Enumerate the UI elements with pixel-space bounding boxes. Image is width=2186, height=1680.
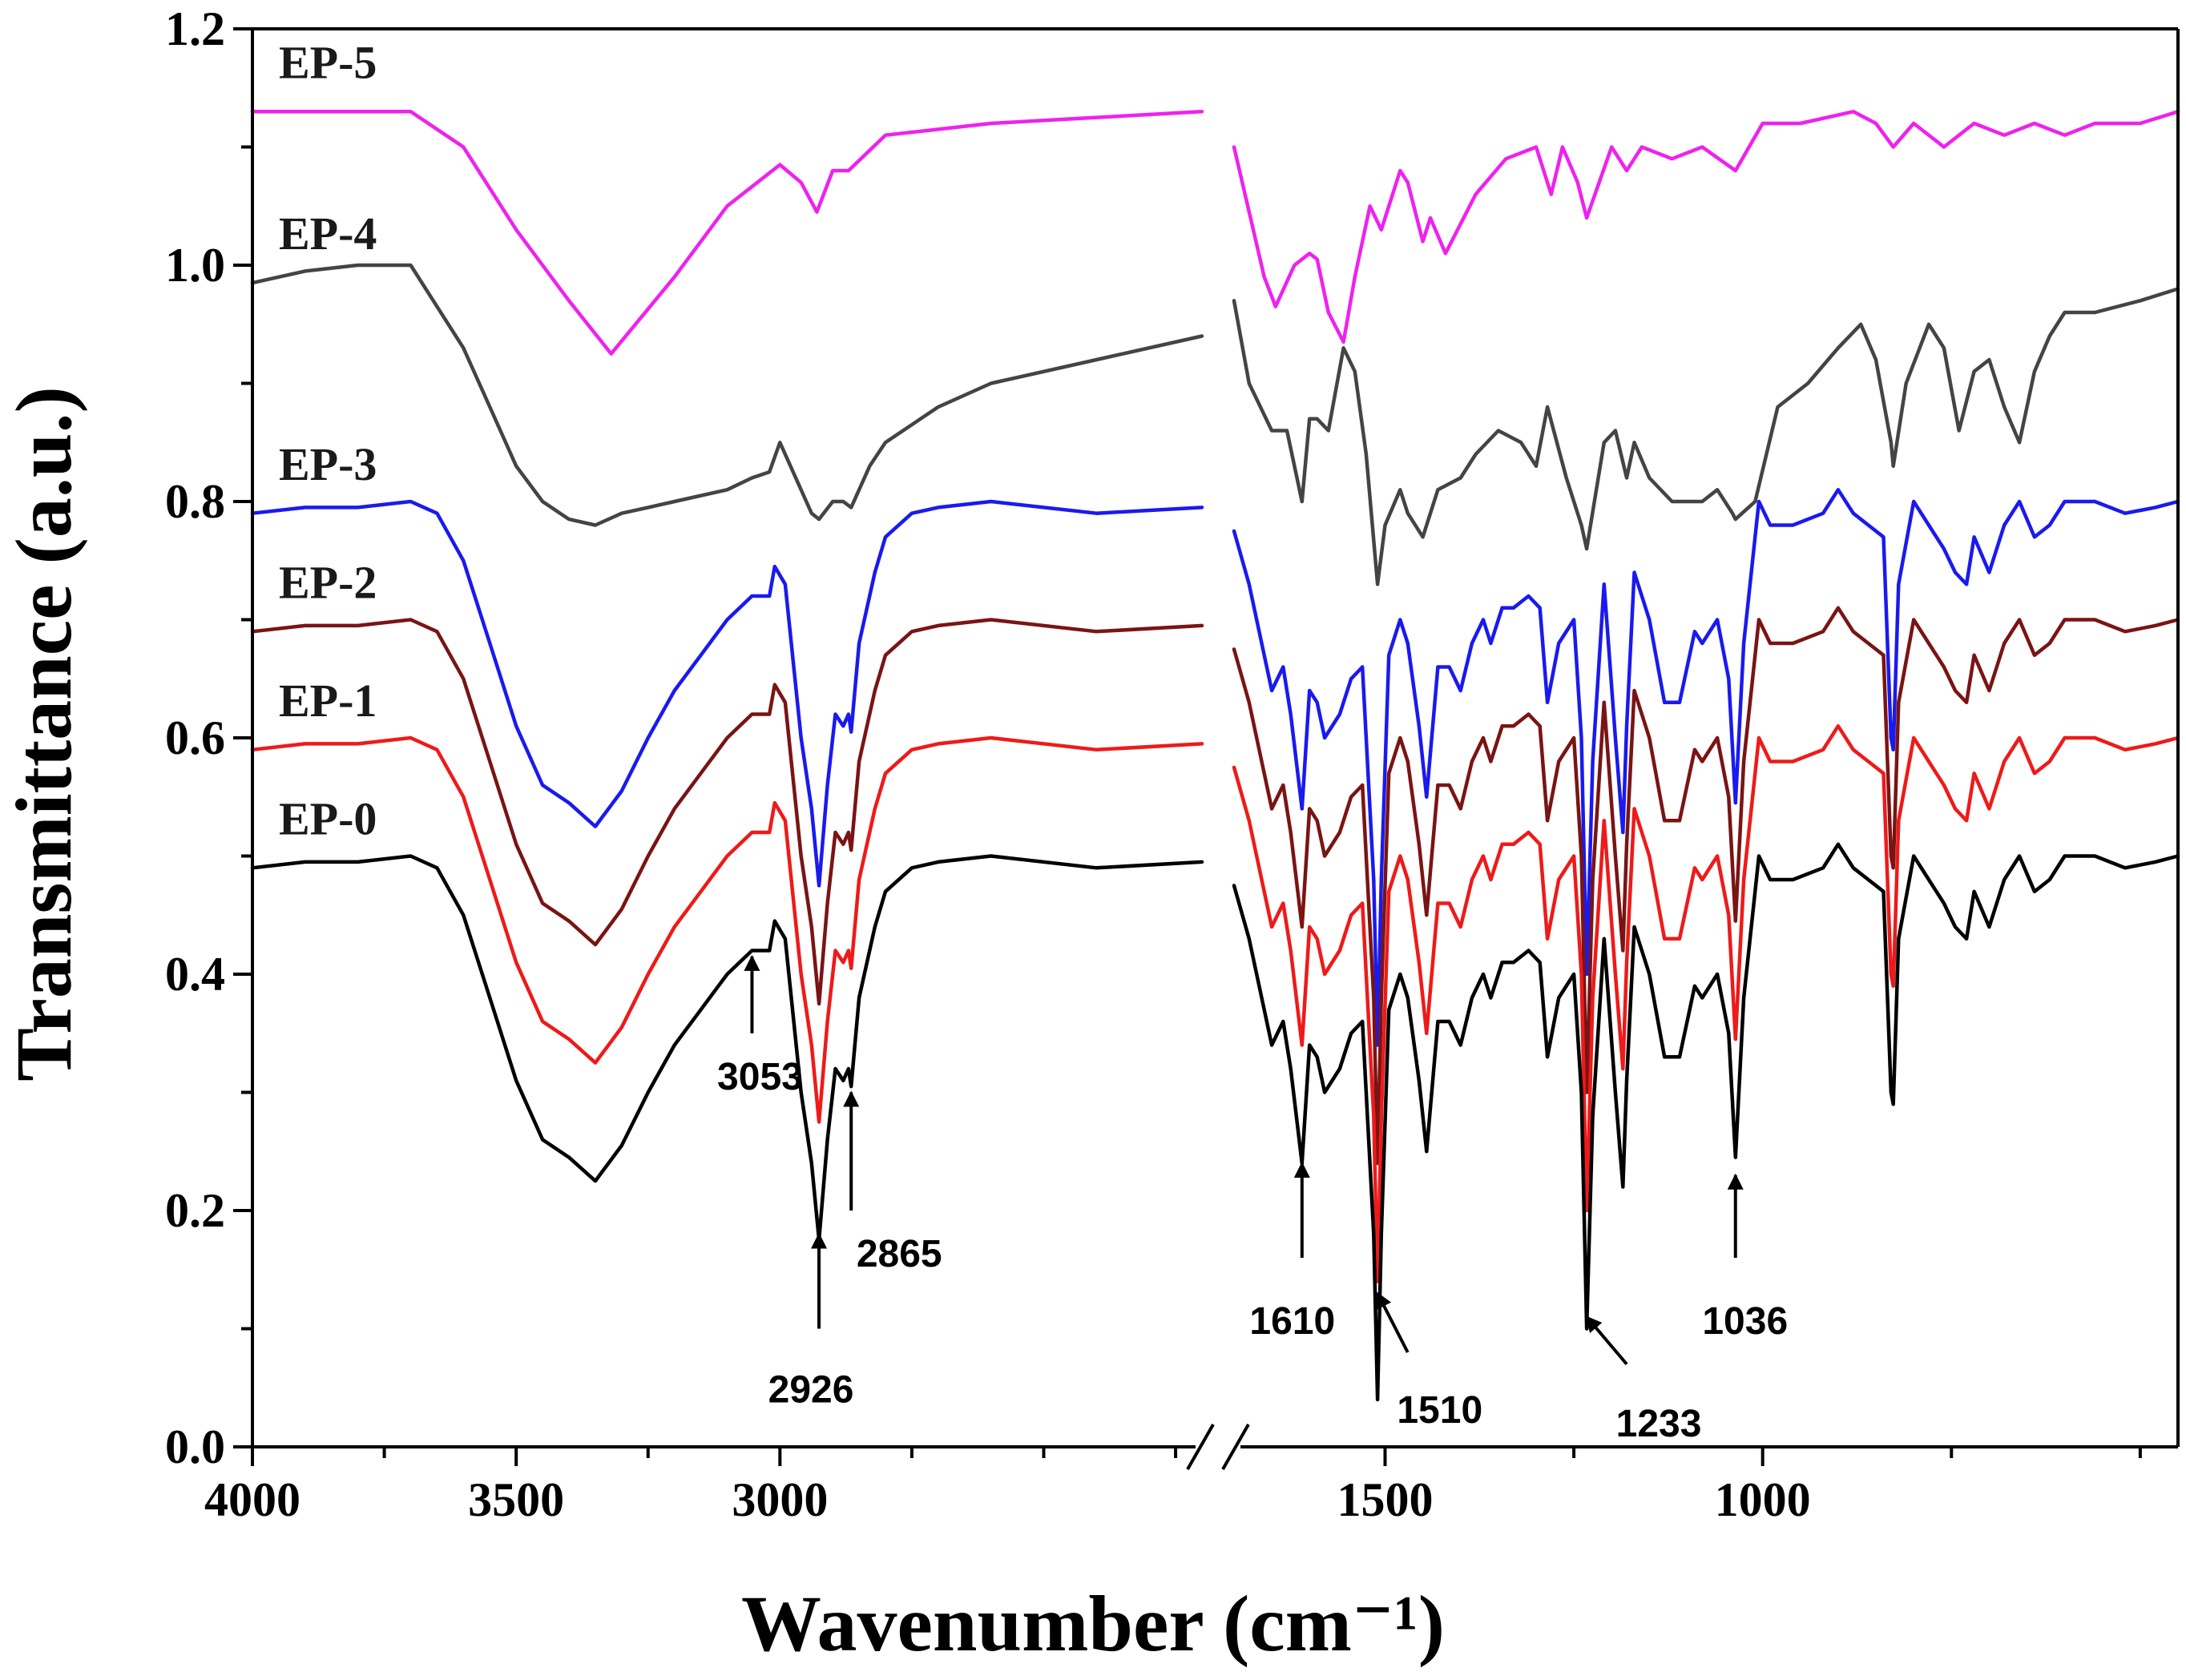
trace-ep-0-left — [250, 854, 1204, 1243]
x-tick-label: 1500 — [1337, 1473, 1433, 1526]
series-label-ep-4: EP-4 — [279, 207, 377, 260]
y-axis-title: Transmittance (a.u.) — [0, 386, 88, 1081]
trace-ep-4-left — [250, 263, 1204, 527]
series-labels: EP-5 EP-4 EP-3 EP-2 EP-1 EP-0 — [279, 36, 377, 844]
annotation-arrow — [1585, 1315, 1628, 1366]
series-label-ep-3: EP-3 — [279, 438, 377, 490]
y-tick-label: 0.8 — [165, 475, 225, 528]
trace-ep-1-left — [250, 735, 1204, 1124]
series-label-ep-1: EP-1 — [279, 675, 377, 727]
peak-annotations: 3053 2926 2865 1610 1510 1233 1036 — [717, 954, 1788, 1445]
trace-ep-2-left — [250, 618, 1204, 1006]
annotation-label: 1610 — [1249, 1300, 1335, 1343]
axis-ticks: 0.0 0.2 0.4 0.6 0.8 1.0 1.2 4000 3500 3000 1500 100… — [165, 2, 2142, 1526]
annotation-label: 3053 — [717, 1056, 803, 1098]
trace-ep-3-right — [1232, 488, 2180, 1047]
trace-ep-5-left — [250, 110, 1204, 356]
trace-ep-4-right — [1232, 287, 2180, 586]
x-axis-title: Wavenumber (cm⁻¹) — [741, 1579, 1445, 1668]
trace-ep-5-right — [1232, 110, 2180, 344]
x-tick-label: 3500 — [468, 1473, 564, 1526]
y-tick-label: 0.6 — [165, 711, 225, 764]
trace-ep-3-left — [250, 499, 1204, 888]
series-label-ep-5: EP-5 — [279, 36, 377, 88]
y-tick-label: 1.0 — [165, 239, 225, 292]
axis-break-mark — [1221, 1424, 1250, 1470]
annotation-label: 1510 — [1397, 1389, 1482, 1432]
x-tick-label: 1000 — [1715, 1473, 1811, 1526]
x-tick-label: 3000 — [732, 1473, 828, 1526]
x-tick-label: 4000 — [204, 1473, 300, 1526]
trace-ep-1-right — [1232, 724, 2180, 1283]
plot-frame — [251, 27, 2180, 1470]
annotation-label: 1233 — [1616, 1403, 1702, 1445]
y-tick-label: 0.0 — [165, 1420, 225, 1473]
y-tick-label: 0.2 — [165, 1184, 225, 1237]
annotation-label: 1036 — [1702, 1300, 1788, 1343]
y-tick-label: 1.2 — [165, 2, 225, 55]
y-tick-label: 0.4 — [165, 948, 225, 1001]
spectra-traces — [250, 110, 2180, 1402]
trace-ep-2-right — [1232, 606, 2180, 1166]
axis-break-mark — [1186, 1424, 1215, 1470]
series-label-ep-0: EP-0 — [279, 792, 377, 844]
annotation-label: 2865 — [857, 1233, 942, 1275]
annotation-label: 2926 — [768, 1369, 854, 1412]
annotation-arrow — [1376, 1291, 1410, 1353]
trace-ep-0-right — [1232, 842, 2180, 1402]
series-label-ep-2: EP-2 — [279, 556, 377, 608]
